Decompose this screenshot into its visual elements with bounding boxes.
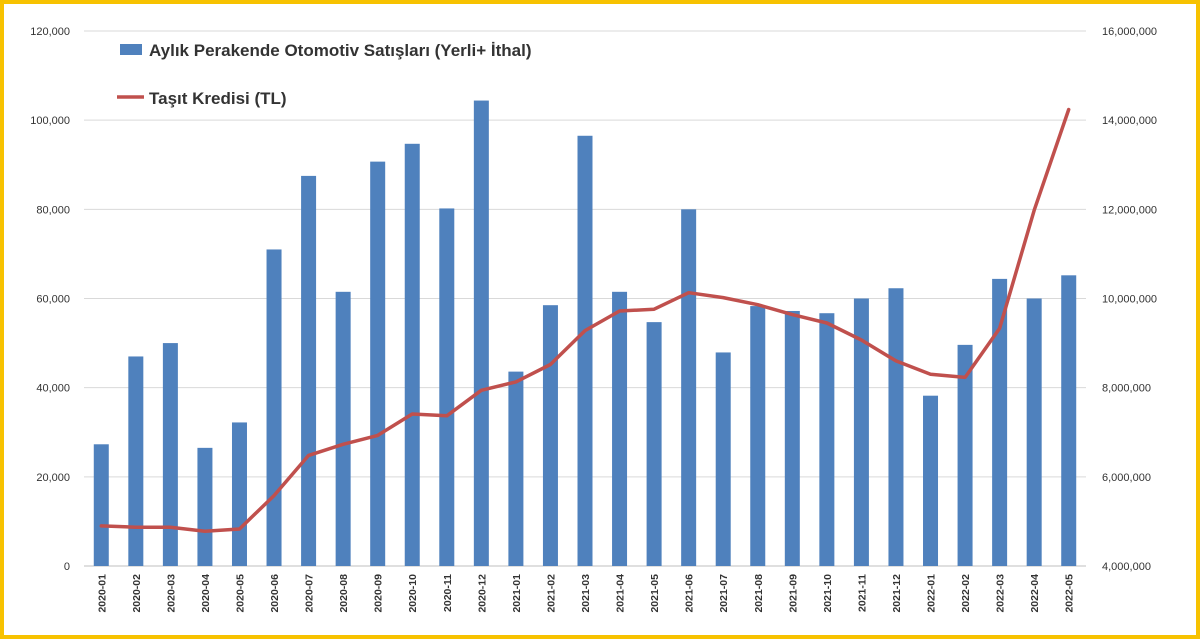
bar xyxy=(784,310,800,566)
bar xyxy=(888,288,904,566)
x-tick-label: 2021-04 xyxy=(615,574,627,613)
x-tick-label: 2020-02 xyxy=(131,574,143,613)
bar xyxy=(128,356,144,566)
x-tick-label: 2021-07 xyxy=(718,574,730,613)
x-tick-label: 2021-12 xyxy=(891,574,903,613)
left-y-tick-label: 20,000 xyxy=(36,472,70,484)
left-y-tick-label: 80,000 xyxy=(36,204,70,216)
x-tick-label: 2021-10 xyxy=(822,574,834,613)
x-tick-label: 2022-05 xyxy=(1064,574,1076,613)
right-y-tick-label: 8,000,000 xyxy=(1102,383,1151,395)
bar xyxy=(1026,298,1042,566)
left-y-axis: 0 20,000 40,000 60,000 80,000 100,000 120,000 xyxy=(30,26,70,573)
x-tick-label: 2020-04 xyxy=(200,574,212,613)
combo-chart: 020,00040,00060,00080,000100,000120,000 … xyxy=(30,26,1157,613)
bar xyxy=(957,344,973,566)
x-tick-label: 2021-05 xyxy=(649,574,661,613)
bar xyxy=(162,343,178,566)
left-y-tick-label: 40,000 xyxy=(36,383,70,395)
credit-line xyxy=(99,107,1071,533)
x-tick-label: 2021-01 xyxy=(511,574,523,613)
bar xyxy=(923,395,939,566)
x-tick-label: 2020-01 xyxy=(96,574,108,613)
x-axis: 2020-01 2020-02 2020-03 2020-04 2020-05 2020-… xyxy=(96,574,1075,613)
bar xyxy=(301,175,317,567)
bar xyxy=(992,278,1008,566)
x-tick-label: 2020-06 xyxy=(269,574,281,613)
x-tick-label: 2022-01 xyxy=(926,574,938,613)
x-tick-label: 2022-04 xyxy=(1029,574,1041,613)
x-tick-label: 2020-09 xyxy=(373,574,385,613)
legend-swatch-sales xyxy=(120,44,142,55)
x-tick-label: 2021-03 xyxy=(580,574,592,613)
left-y-tick-label: 120,000 xyxy=(30,26,70,38)
bar xyxy=(439,208,455,567)
bar xyxy=(404,143,420,566)
left-y-tick-label: 0 xyxy=(64,561,70,573)
x-tick-label: 2022-03 xyxy=(995,574,1007,613)
x-tick-label: 2020-10 xyxy=(407,574,419,613)
bar xyxy=(681,209,697,567)
bar xyxy=(231,422,247,566)
legend-label-sales: Aylık Perakende Otomotiv Satışları (Yerl… xyxy=(149,41,531,60)
legend-label-credit: Taşıt Kredisi (TL) xyxy=(149,89,287,108)
x-tick-label: 2020-03 xyxy=(165,574,177,613)
right-y-tick-label: 12,000,000 xyxy=(1102,204,1157,216)
left-y-tick-label: 60,000 xyxy=(36,294,70,306)
bar xyxy=(715,352,731,566)
x-tick-label: 2021-06 xyxy=(684,574,696,613)
line-series xyxy=(99,107,1071,533)
left-y-tick-label: 100,000 xyxy=(30,115,70,127)
legend: Aylık Perakende Otomotiv Satışları (Yerl… xyxy=(117,41,531,108)
bar xyxy=(819,313,835,566)
x-tick-label: 2022-02 xyxy=(960,574,972,613)
bar xyxy=(542,305,558,566)
x-tick-label: 2021-09 xyxy=(787,574,799,613)
x-tick-label: 2020-05 xyxy=(234,574,246,613)
right-y-tick-label: 10,000,000 xyxy=(1102,294,1157,306)
bar xyxy=(646,322,662,566)
bar xyxy=(370,161,386,567)
bar-series xyxy=(93,100,1077,567)
bar xyxy=(197,447,213,566)
bar xyxy=(266,249,282,567)
x-tick-label: 2021-02 xyxy=(545,574,557,613)
right-y-tick-label: 14,000,000 xyxy=(1102,115,1157,127)
bar xyxy=(93,444,109,566)
x-tick-label: 2020-07 xyxy=(304,574,316,613)
bar xyxy=(508,371,524,566)
bar xyxy=(1061,275,1077,566)
bar xyxy=(577,135,593,567)
x-tick-label: 2021-11 xyxy=(856,574,868,612)
x-tick-label: 2020-08 xyxy=(338,574,350,613)
x-tick-label: 2021-08 xyxy=(753,574,765,613)
x-tick-label: 2020-12 xyxy=(476,574,488,613)
bar xyxy=(473,100,489,567)
bar xyxy=(750,306,766,566)
right-y-tick-label: 4,000,000 xyxy=(1102,561,1151,573)
bar xyxy=(612,291,628,566)
bar xyxy=(853,298,869,566)
x-tick-label: 2020-11 xyxy=(442,574,454,612)
bar xyxy=(335,291,351,566)
right-y-tick-label: 6,000,000 xyxy=(1102,472,1151,484)
right-y-axis: 4,000,000 6,000,000 8,000,000 10,000,000 12,… xyxy=(1102,26,1157,573)
right-y-tick-label: 16,000,000 xyxy=(1102,26,1157,38)
